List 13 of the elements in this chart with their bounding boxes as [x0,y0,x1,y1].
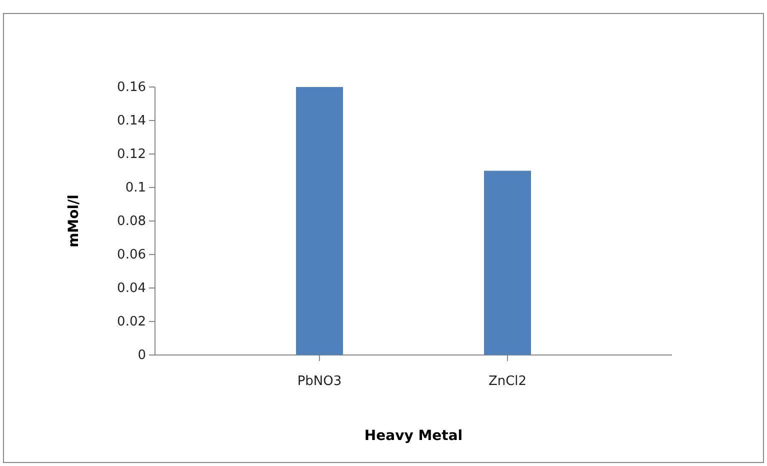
y-tick-label: 0.04 [117,281,146,296]
y-axis-title: mMol/l [66,194,82,248]
y-tick-label: 0.06 [117,248,146,263]
y-tick-label: 0.14 [117,114,146,129]
x-axis-title: Heavy Metal [364,428,463,444]
y-tick-label: 0.08 [117,214,146,230]
x-tick-label: ZnCl2 [488,374,527,389]
y-tick-label: 0.02 [117,314,146,330]
x-tick-label: PbNO3 [297,374,342,389]
y-tick-label: 0 [138,348,146,364]
y-tick-label: 0.1 [125,180,146,196]
y-tick-label: 0.12 [117,147,146,162]
y-tick-label: 0.16 [117,80,146,96]
